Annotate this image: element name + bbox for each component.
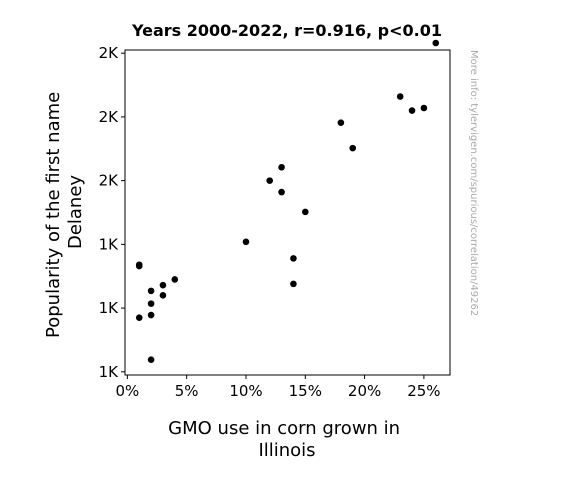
y-tick-label: 2K [99, 172, 120, 190]
chart-title: Years 2000-2022, r=0.916, p<0.01 [131, 21, 442, 40]
data-point [420, 104, 428, 112]
data-points [135, 39, 440, 364]
data-point [159, 292, 167, 299]
x-tick-label: 5% [175, 382, 199, 400]
data-point [301, 208, 309, 216]
plot-area [124, 49, 451, 376]
data-point [278, 163, 285, 171]
x-axis-label: GMO use in corn grown in Illinois [168, 418, 406, 461]
data-point [337, 119, 345, 126]
data-point [266, 177, 274, 184]
data-point [135, 314, 143, 321]
data-point [159, 281, 167, 289]
data-point [396, 93, 404, 100]
y-tick-label: 1K [99, 363, 120, 381]
y-axis: 1K 1K 1K 2K 2K 2K [99, 44, 125, 381]
data-point [147, 356, 155, 364]
data-point [135, 261, 143, 269]
data-point [278, 188, 285, 196]
x-tick-label: 20% [348, 382, 381, 400]
y-tick-label: 1K [99, 235, 120, 253]
y-tick-label: 2K [99, 108, 120, 126]
data-point [171, 276, 179, 283]
y-axis-label-line-1: Popularity of the first name [43, 92, 64, 338]
x-tick-label: 10% [229, 382, 262, 400]
data-point [349, 144, 357, 152]
x-tick-label: 15% [289, 382, 322, 400]
x-tick-label: 25% [407, 382, 440, 400]
y-axis-label-line-2: Delaney [65, 175, 86, 249]
data-point [408, 107, 416, 114]
y-tick-label: 2K [99, 44, 120, 62]
y-tick-label: 1K [99, 299, 120, 317]
data-point [147, 311, 155, 319]
y-axis-label: Popularity of the first name Delaney [43, 86, 86, 338]
data-point [242, 238, 250, 246]
data-point [290, 255, 297, 262]
x-tick-label: 0% [115, 382, 139, 400]
source-note: More info: tylervigen.com/spurious/corre… [468, 50, 479, 316]
x-axis-label-line-1: GMO use in corn grown in [168, 418, 400, 439]
x-axis-label-line-2: Illinois [258, 440, 315, 461]
data-point [147, 287, 155, 295]
data-point [290, 280, 297, 288]
x-axis: 0% 5% 10% 15% 20% 25% [115, 375, 441, 400]
data-point [147, 300, 155, 307]
data-point [432, 39, 440, 47]
